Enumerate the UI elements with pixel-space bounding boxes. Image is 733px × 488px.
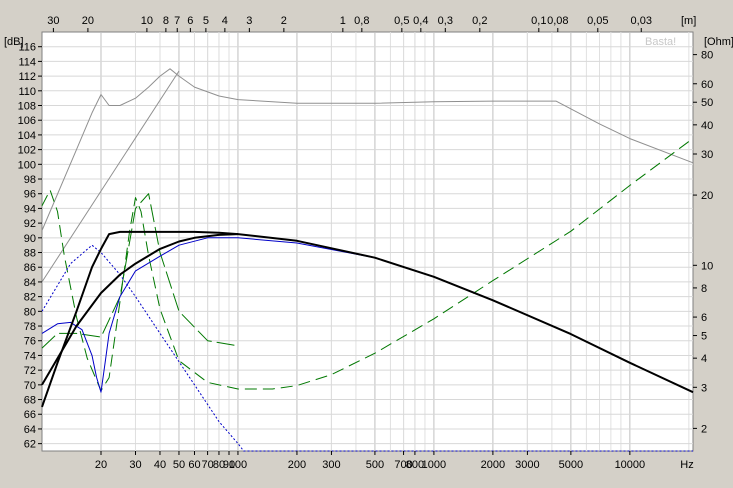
series-line-8 [41,233,239,386]
y-tick-label: 100 [18,159,36,171]
top-tick-label: 6 [187,15,193,27]
series-line-2 [41,70,180,283]
y2-tick-label: 40 [701,120,713,132]
y-tick-label: 98 [24,174,36,186]
y-tick-label: 88 [24,248,36,260]
y-tick-label: 64 [24,424,36,436]
x-unit-label: Hz [680,459,693,471]
series-line-6 [41,244,693,452]
y-tick-label: 62 [24,439,36,451]
x-tick-label: 80 [213,459,225,471]
top-tick-label: 8 [163,15,169,27]
watermark: Basta! [645,36,676,48]
x-tick-label: 40 [154,459,166,471]
y-axis-label: [dB] [4,36,24,48]
y-tick-label: 102 [18,145,36,157]
y-tick-label: 84 [24,277,36,289]
top-tick-label: 0,05 [587,15,608,27]
top-tick-label: 0,08 [547,15,568,27]
plot-area [41,31,694,452]
x-tick-label: 20 [95,459,107,471]
x-tick-label: 100 [229,459,247,471]
y-tick-label: 82 [24,292,36,304]
y-tick-label: 68 [24,395,36,407]
y-tick-label: 112 [18,71,36,83]
series-line-7 [41,230,694,408]
y-tick-label: 104 [18,130,36,142]
top-axis-ticks: 30 20 10 8 7 6 5 4 3 2 1 0,8 0,5 0,4 0,3 0,2 0,1 0,08 0,05… [47,15,652,32]
y-tick-label: 70 [24,380,36,392]
y2-tick-label: 3 [701,382,707,394]
y2-tick-label: 30 [701,149,713,161]
y-tick-label: 86 [24,262,36,274]
top-tick-label: 0,3 [438,15,453,27]
x-tick-label: 10000 [615,459,646,471]
top-tick-label: 0,5 [394,15,409,27]
y-tick-label: 96 [24,189,36,201]
y-tick-label: 74 [24,350,36,362]
y-tick-label: 72 [24,365,36,377]
y2-tick-label: 8 [701,283,707,295]
x-tick-label: 500 [366,459,384,471]
top-tick-label: 1 [340,15,346,27]
x-tick-label: 50 [173,459,185,471]
x-tick-label: 90 [223,459,235,471]
top-tick-label: 0,4 [413,15,428,27]
x-tick-label: 3000 [515,459,539,471]
y-tick-label: 106 [18,115,36,127]
top-tick-label: 4 [222,15,228,27]
y2-tick-label: 6 [701,312,707,324]
top-tick-label: 0,03 [631,15,652,27]
top-tick-label: 7 [174,15,180,27]
x-tick-label: 60 [188,459,200,471]
top-tick-label: 10 [141,15,153,27]
x-tick-label: 70 [201,459,213,471]
x-tick-label: 30 [129,459,141,471]
y2-tick-label: 60 [701,79,713,91]
top-tick-label: 30 [47,15,59,27]
y-tick-label: 78 [24,321,36,333]
series-line-1 [41,68,694,231]
y-tick-label: 66 [24,409,36,421]
y-tick-label: 80 [24,306,36,318]
grid [42,32,693,451]
top-tick-label: 3 [246,15,252,27]
top-tick-label: 0,2 [472,15,487,27]
x-tick-label: 300 [322,459,340,471]
top-tick-label: 0,8 [354,15,369,27]
y2-tick-label: 4 [701,353,707,365]
y-axis-ticks: 62 64 66 68 70 72 74 76 78 80 82 84 86 88 90 92 94 96 98 10… [18,42,42,451]
y-tick-label: 92 [24,218,36,230]
top-tick-label: 0,1 [531,15,546,27]
top-axis-label: [m] [681,15,696,27]
y2-tick-label: 50 [701,97,713,109]
top-tick-label: 20 [82,15,94,27]
y-tick-label: 90 [24,233,36,245]
top-tick-label: 2 [281,15,287,27]
top-tick-label: 5 [203,15,209,27]
y2-tick-label: 10 [701,260,713,272]
y2-axis-label: [Ohm] [704,36,733,48]
y2-tick-label: 5 [701,331,707,343]
x-tick-label: 200 [288,459,306,471]
y-tick-label: 114 [18,56,36,68]
series-line-4 [41,193,239,349]
y2-tick-label: 20 [701,190,713,202]
y-tick-label: 76 [24,336,36,348]
series-layer [41,68,694,452]
y2-tick-label: 2 [701,423,707,435]
x-tick-label: 2000 [481,459,505,471]
y2-axis-ticks: 2 3 4 5 6 8 10 20 30 40 50 60 80 [693,50,713,435]
x-tick-label: 700 [394,459,412,471]
x-tick-label: 800 [406,459,424,471]
y-tick-label: 116 [18,42,36,54]
x-tick-label: 5000 [559,459,583,471]
x-tick-label: 1000 [422,459,446,471]
y-tick-label: 110 [18,86,36,98]
y2-tick-label: 80 [701,50,713,62]
y-tick-label: 108 [18,101,36,113]
y-tick-label: 94 [24,203,36,215]
